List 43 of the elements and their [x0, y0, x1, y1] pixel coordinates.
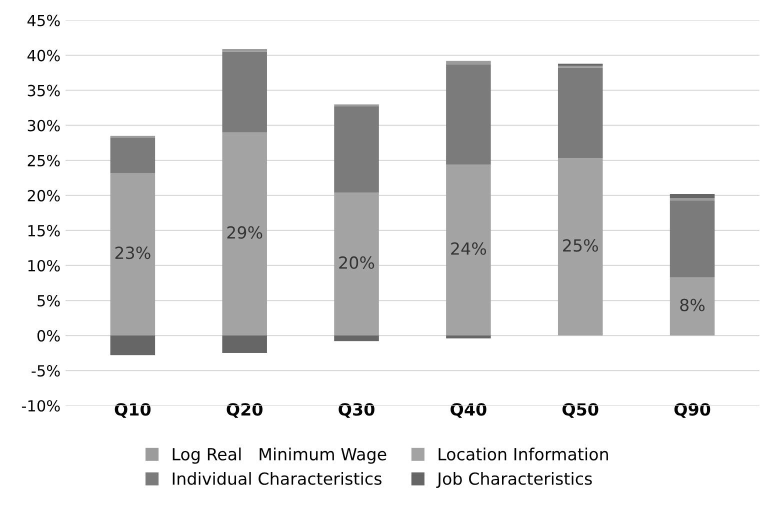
- y-tick-label: -10%: [22, 400, 60, 412]
- bar: [670, 200, 715, 278]
- bar: [334, 192, 379, 336]
- x-tick-label: Q90: [674, 403, 710, 418]
- y-tick-label: 20%: [28, 190, 60, 202]
- bar: [558, 158, 603, 336]
- x-tick-label: Q40: [450, 403, 486, 418]
- bar: [334, 106, 379, 193]
- data-label: 23%: [115, 246, 150, 260]
- bar: [670, 194, 715, 198]
- bar: [110, 138, 156, 174]
- bar: [222, 49, 267, 52]
- data-label: 20%: [339, 256, 374, 269]
- bar: [222, 336, 267, 354]
- data-label: 25%: [563, 239, 598, 252]
- legend-label: Individual Characteristics: [172, 472, 382, 485]
- y-tick-label: 25%: [28, 154, 60, 166]
- bar: [446, 60, 491, 64]
- bar: [558, 68, 603, 158]
- data-label: 24%: [451, 242, 486, 255]
- data-label: 29%: [227, 226, 262, 239]
- y-tick-label: 5%: [38, 294, 60, 307]
- bar: [670, 277, 715, 336]
- y-tick-label: 40%: [27, 50, 60, 62]
- y-tick-label: 0%: [37, 330, 60, 342]
- bar: [222, 52, 267, 132]
- bar: [446, 336, 491, 338]
- legend-label: Job Characteristics: [436, 472, 592, 488]
- y-tick-label: 30%: [28, 120, 60, 132]
- legend-label: Log Real Minimum Wage: [172, 448, 386, 464]
- y-tick-label: 35%: [28, 84, 60, 96]
- bar: [446, 64, 491, 165]
- data-label: 8%: [680, 298, 705, 312]
- y-tick-label: 15%: [28, 224, 60, 236]
- bar: [222, 132, 267, 336]
- bar: [446, 164, 491, 336]
- legend-label: Location Information: [438, 448, 608, 460]
- y-tick-label: -5%: [32, 365, 60, 377]
- y-tick-label: 45%: [27, 14, 60, 26]
- bar: [334, 336, 379, 342]
- y-tick-label: 10%: [28, 260, 60, 272]
- bar: [110, 336, 156, 356]
- bar: [110, 173, 156, 336]
